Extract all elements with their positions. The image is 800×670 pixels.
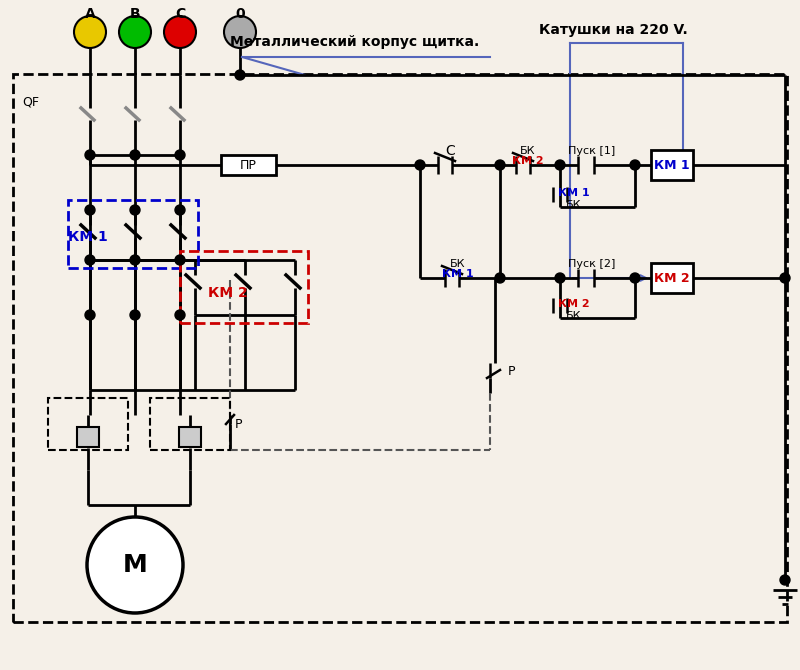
Text: КМ 2: КМ 2	[208, 286, 248, 300]
Text: ПР: ПР	[239, 159, 257, 172]
Text: КМ 2: КМ 2	[558, 299, 590, 309]
Text: КМ 2: КМ 2	[654, 271, 690, 285]
Circle shape	[235, 70, 245, 80]
Circle shape	[130, 310, 140, 320]
Circle shape	[415, 160, 425, 170]
Circle shape	[85, 310, 95, 320]
Circle shape	[495, 160, 505, 170]
Circle shape	[495, 273, 505, 283]
Text: Пуск [1]: Пуск [1]	[568, 146, 616, 156]
Circle shape	[175, 310, 185, 320]
Bar	[68, 200, 198, 268]
Bar	[180, 251, 308, 323]
Text: Металлический корпус щитка.: Металлический корпус щитка.	[230, 35, 480, 49]
Circle shape	[87, 517, 183, 613]
Bar	[179, 427, 201, 447]
Text: КМ 1: КМ 1	[654, 159, 690, 172]
Text: БК: БК	[450, 259, 466, 269]
Circle shape	[119, 16, 151, 48]
Text: QF: QF	[22, 96, 39, 109]
Text: Катушки на 220 V.: Катушки на 220 V.	[538, 23, 687, 37]
Bar	[48, 398, 128, 450]
Text: Пуск [2]: Пуск [2]	[568, 259, 616, 269]
Text: КМ 1: КМ 1	[558, 188, 590, 198]
Circle shape	[780, 273, 790, 283]
Circle shape	[175, 205, 185, 215]
Text: КМ 2: КМ 2	[512, 156, 544, 166]
Circle shape	[85, 255, 95, 265]
Text: C: C	[175, 7, 185, 21]
Circle shape	[74, 16, 106, 48]
Text: БК: БК	[566, 311, 582, 321]
Text: БК: БК	[566, 200, 582, 210]
Circle shape	[130, 205, 140, 215]
Circle shape	[85, 150, 95, 160]
Text: БК: БК	[520, 146, 536, 156]
Text: M: M	[122, 553, 147, 577]
Circle shape	[555, 160, 565, 170]
Text: Р: Р	[508, 364, 515, 377]
Text: КМ 1: КМ 1	[68, 230, 108, 244]
Circle shape	[130, 255, 140, 265]
Bar	[150, 398, 230, 450]
Text: A: A	[85, 7, 95, 21]
Circle shape	[175, 255, 185, 265]
Circle shape	[555, 273, 565, 283]
Circle shape	[224, 16, 256, 48]
Text: B: B	[130, 7, 140, 21]
Circle shape	[85, 205, 95, 215]
Circle shape	[630, 160, 640, 170]
Bar	[651, 263, 693, 293]
Bar	[77, 427, 99, 447]
Circle shape	[130, 150, 140, 160]
Circle shape	[780, 575, 790, 585]
Circle shape	[164, 16, 196, 48]
Circle shape	[630, 273, 640, 283]
Bar	[651, 150, 693, 180]
Text: КМ 1: КМ 1	[442, 269, 474, 279]
Bar	[221, 155, 275, 175]
Text: Р: Р	[235, 419, 242, 431]
Text: С: С	[445, 144, 455, 158]
Bar	[13, 74, 787, 622]
Text: 0: 0	[235, 7, 245, 21]
Circle shape	[175, 150, 185, 160]
